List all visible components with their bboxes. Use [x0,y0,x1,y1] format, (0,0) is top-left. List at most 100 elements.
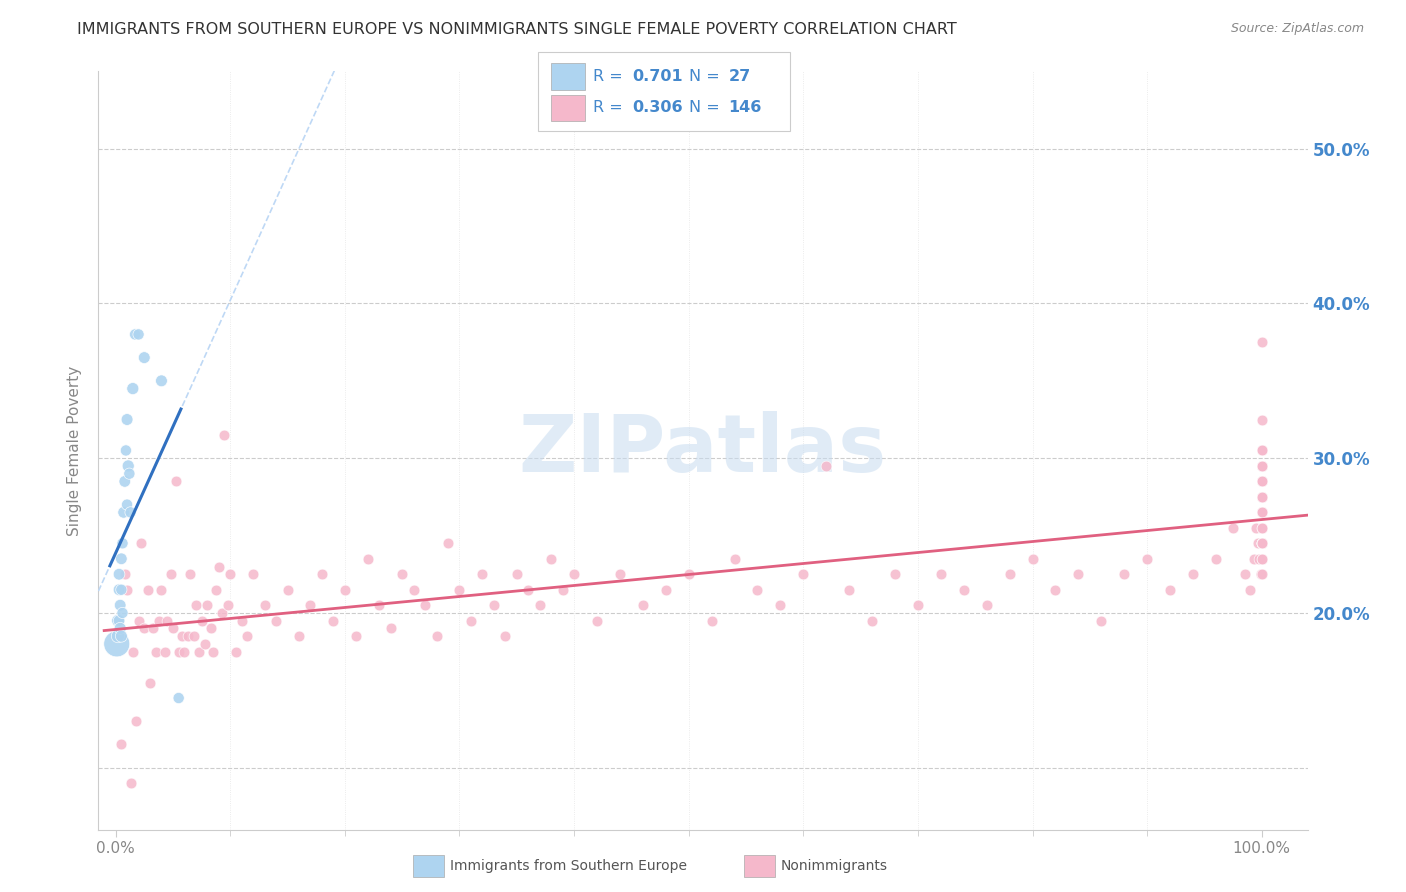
Point [529,598,551,612]
Point [1250,335,1272,350]
Point [134,621,156,635]
Point [299,598,322,612]
Point [111,606,134,620]
Point [1250,458,1272,473]
Point [121,645,143,659]
Point [700,614,723,628]
Point [517,582,540,597]
Point [167,645,190,659]
Point [1239,582,1261,597]
Point [425,629,447,643]
Point [976,598,998,612]
Point [1250,505,1272,519]
Text: 27: 27 [728,70,751,84]
Point [125,714,148,729]
Point [1250,505,1272,519]
Point [1250,475,1272,489]
Point [1250,536,1272,550]
Point [311,567,333,582]
Point [129,536,152,550]
Point [115,443,138,458]
Point [884,567,907,582]
Point [1250,475,1272,489]
Point [156,614,179,628]
Point [1243,551,1265,566]
Point [1244,521,1267,535]
Point [1250,458,1272,473]
Point [1250,412,1272,426]
Point [120,505,142,519]
Point [108,567,131,582]
Point [153,645,176,659]
Point [108,582,131,597]
Point [1114,567,1136,582]
Point [110,738,132,752]
Y-axis label: Single Female Poverty: Single Female Poverty [67,366,83,535]
Point [108,621,131,635]
Point [322,614,344,628]
Point [1249,551,1271,566]
Text: Immigrants from Southern Europe: Immigrants from Southern Europe [450,859,688,873]
Point [108,614,131,628]
Point [907,598,929,612]
Text: ZIPatlas: ZIPatlas [519,411,887,490]
Text: Source: ZipAtlas.com: Source: ZipAtlas.com [1230,22,1364,36]
Text: R =: R = [593,101,628,115]
Point [128,327,150,342]
Point [179,567,201,582]
Point [1067,567,1090,582]
Point [1250,475,1272,489]
Point [217,598,239,612]
Point [128,614,150,628]
Point [1090,614,1112,628]
Point [678,567,700,582]
Text: Nonimmigrants: Nonimmigrants [780,859,887,873]
Point [117,458,139,473]
Point [551,582,574,597]
Point [1250,505,1272,519]
Point [184,598,207,612]
Point [231,614,253,628]
Point [242,567,264,582]
Point [188,645,211,659]
Point [586,614,609,628]
Point [540,551,562,566]
Point [1250,475,1272,489]
Point [172,629,194,643]
Point [108,598,131,612]
Text: 146: 146 [728,101,762,115]
Point [929,567,952,582]
Point [952,582,974,597]
Point [815,458,838,473]
Point [460,614,482,628]
Point [288,629,311,643]
Point [219,567,242,582]
Point [110,629,132,643]
Point [1250,536,1272,550]
Point [1250,490,1272,504]
Point [368,598,391,612]
Point [792,567,814,582]
Point [1250,567,1272,582]
Point [195,598,218,612]
Point [1250,505,1272,519]
Point [1181,567,1204,582]
Point [134,351,156,365]
Point [494,629,516,643]
Point [413,598,436,612]
Point [148,614,170,628]
Point [1222,521,1244,535]
Point [437,536,460,550]
Point [190,614,212,628]
Point [344,629,367,643]
Point [253,598,276,612]
Point [998,567,1021,582]
Point [1250,490,1272,504]
Point [208,559,231,574]
Point [225,645,247,659]
Point [167,691,190,706]
Point [136,582,159,597]
Point [120,776,142,790]
Point [1250,551,1272,566]
Point [1250,490,1272,504]
